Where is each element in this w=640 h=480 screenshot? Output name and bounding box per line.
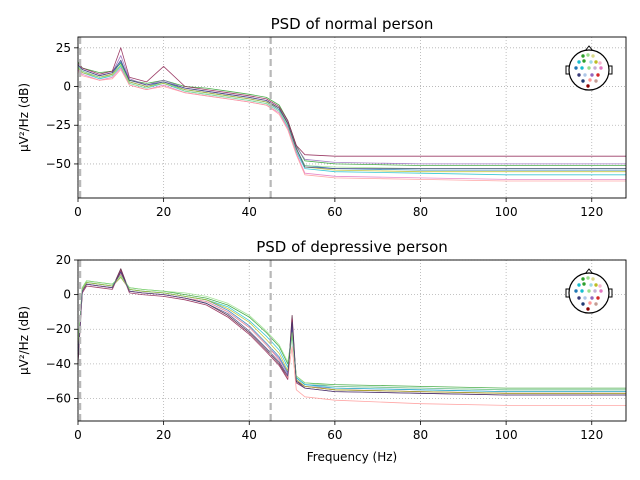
x-axis-label: Frequency (Hz) [307, 450, 398, 464]
sensor-dot [577, 296, 581, 300]
x-tick-label: 40 [242, 428, 257, 442]
sensor-dot [593, 289, 597, 293]
x-tick-label: 60 [327, 428, 342, 442]
series-line-8 [78, 275, 626, 391]
sensor-dot [577, 60, 581, 64]
y-tick-label: 0 [63, 80, 71, 94]
y-tick-label: −25 [46, 118, 71, 132]
series-line-9 [78, 271, 626, 396]
x-tick-label: 80 [413, 428, 428, 442]
series-line-7 [78, 273, 626, 406]
sensor-dot [580, 289, 584, 293]
sensor-dot [583, 73, 587, 77]
sensor-dot [594, 79, 598, 83]
sensor-head [568, 49, 610, 91]
sensor-dot [598, 61, 602, 65]
y-axis-label: µV²/Hz (dB) [17, 306, 31, 375]
sensor-dot [590, 73, 594, 77]
y-tick-label: −40 [46, 357, 71, 371]
sensor-dot [588, 78, 592, 82]
series-group [78, 47, 626, 182]
series-line-6 [78, 64, 626, 173]
sensor-dot [582, 282, 586, 286]
sensor-dot [577, 283, 581, 287]
sensor-dot [593, 66, 597, 70]
series-line-3 [78, 47, 626, 157]
y-axis-label: µV²/Hz (dB) [17, 83, 31, 152]
series-line-2 [78, 55, 626, 165]
sensor-dot [594, 283, 598, 287]
x-tick-label: 120 [580, 428, 603, 442]
sensor-dot [591, 277, 595, 281]
x-tick-label: 120 [580, 205, 603, 219]
series-line-7 [78, 69, 626, 182]
sensor-dot [583, 296, 587, 300]
series-line-8 [78, 64, 626, 170]
sensor-dot [587, 66, 591, 70]
x-tick-label: 100 [495, 428, 518, 442]
chart-title: PSD of depressive person [256, 238, 448, 256]
sensor-dot [590, 296, 594, 300]
sensor-dot [574, 289, 578, 293]
chart-title: PSD of normal person [271, 15, 434, 33]
sensor-dot [598, 284, 602, 288]
series-line-6 [78, 276, 626, 394]
psd-depressive-panel: 0 20 40 60 80 100 120 20 0 −20 −40 −60 PSD of depres… [17, 238, 627, 464]
sensor-dot [581, 277, 585, 281]
sensor-dot [588, 301, 592, 305]
x-tick-label: 60 [327, 205, 342, 219]
sensor-dot [586, 53, 590, 57]
y-tick-label: −50 [46, 157, 71, 171]
x-tick-label: 0 [74, 428, 82, 442]
sensor-dot [581, 302, 585, 306]
sensor-dot [599, 66, 603, 70]
y-tick-label: −20 [46, 322, 71, 336]
sensor-dot [582, 59, 586, 63]
x-tick-label: 100 [495, 205, 518, 219]
sensor-dot [581, 79, 585, 83]
sensor-dot [586, 84, 590, 88]
series-line-9 [78, 59, 626, 170]
x-tick-label: 0 [74, 205, 82, 219]
x-tick-label: 40 [242, 205, 257, 219]
psd-normal-panel: 0 20 40 60 80 100 120 25 0 −25 −50 PSD of normal pe… [17, 15, 627, 219]
y-tick-label: 20 [56, 253, 71, 267]
series-line-3 [78, 271, 626, 393]
x-tick-label: 80 [413, 205, 428, 219]
sensor-dot [596, 73, 600, 77]
sensor-dot [586, 307, 590, 311]
sensor-dot [594, 60, 598, 64]
y-tick-label: 25 [56, 41, 71, 55]
series-line-5 [78, 269, 626, 396]
series-line-1 [78, 61, 626, 171]
y-tick-label: −60 [46, 391, 71, 405]
sensor-dot [587, 289, 591, 293]
x-tick-label: 20 [156, 428, 171, 442]
sensor-inset [565, 45, 613, 91]
sensor-dot [586, 276, 590, 280]
x-tick-label: 20 [156, 205, 171, 219]
series-line-0 [78, 61, 626, 166]
sensor-dot [594, 302, 598, 306]
sensor-dot [577, 73, 581, 77]
series-line-0 [78, 268, 626, 394]
sensor-dot [589, 60, 593, 64]
sensor-dot [589, 283, 593, 287]
sensor-inset [565, 268, 613, 314]
sensor-head [568, 272, 610, 314]
sensor-dot [591, 54, 595, 58]
sensor-dot [580, 66, 584, 70]
sensor-dot [581, 54, 585, 58]
axes-frame [77, 36, 627, 199]
sensor-dot [599, 289, 603, 293]
sensor-dot [574, 66, 578, 70]
sensor-dot [596, 296, 600, 300]
y-tick-label: 0 [63, 288, 71, 302]
series-group [78, 268, 626, 406]
axes-frame [77, 259, 627, 422]
